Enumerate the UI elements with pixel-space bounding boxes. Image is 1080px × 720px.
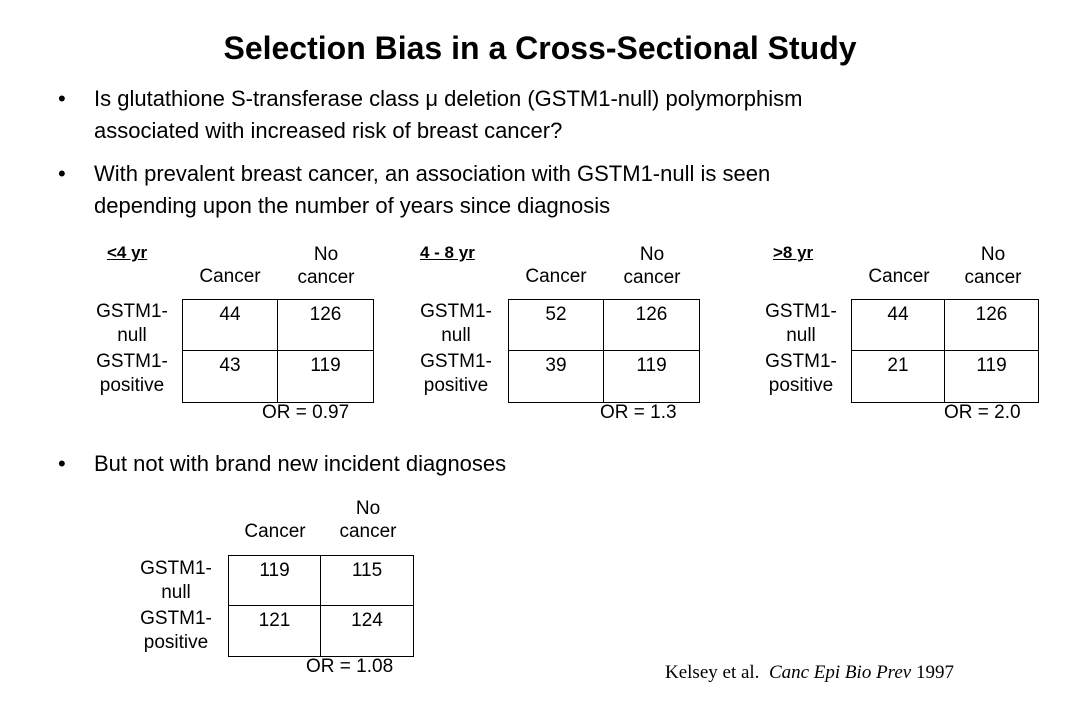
row-header-positive: GSTM1- positive xyxy=(96,351,168,396)
period-label: <4 yr xyxy=(107,243,148,262)
row-header-positive: GSTM1- positive xyxy=(420,351,492,396)
row-header-null: GSTM1- null xyxy=(96,301,168,346)
contingency-grid: 44 126 43 119 xyxy=(182,299,374,403)
citation: Kelsey et al. Canc Epi Bio Prev 1997 xyxy=(665,662,954,684)
row-header-null: GSTM1- null xyxy=(140,558,212,603)
contingency-grid: 52 126 39 119 xyxy=(508,299,700,403)
contingency-grid: 119 115 121 124 xyxy=(228,555,414,657)
cell-null-cancer: 52 xyxy=(509,300,604,351)
bullet-3-line-1: But not with brand new incident diagnose… xyxy=(94,451,507,476)
row-header-positive: GSTM1- positive xyxy=(765,351,837,396)
odds-ratio: OR = 0.97 xyxy=(262,402,350,423)
citation-journal: Canc Epi Bio Prev xyxy=(768,662,912,683)
period-label: 4 - 8 yr xyxy=(420,243,475,262)
cell-positive-cancer: 43 xyxy=(183,351,278,402)
bullet-1-line-1: Is glutathione S-transferase class μ del… xyxy=(94,86,803,111)
cell-positive-cancer: 39 xyxy=(509,351,604,402)
cell-null-no-cancer: 126 xyxy=(604,300,699,351)
cell-positive-no-cancer: 124 xyxy=(351,610,383,631)
col-header-no-cancer: No cancer xyxy=(297,244,355,288)
bullet-2-line-2: depending upon the number of years since… xyxy=(94,193,611,218)
cell-null-cancer: 44 xyxy=(852,300,945,351)
col-header-no-cancer: No cancer xyxy=(339,498,397,542)
citation-year: 1997 xyxy=(915,662,954,683)
col-header-cancer: Cancer xyxy=(525,266,587,287)
period-label: >8 yr xyxy=(773,243,814,262)
cell-positive-cancer: 121 xyxy=(229,606,321,656)
cell-null-cancer: 44 xyxy=(183,300,278,351)
col-header-cancer: Cancer xyxy=(244,521,306,542)
row-header-null: GSTM1- null xyxy=(420,301,492,346)
cell-positive-no-cancer: 119 xyxy=(976,355,1007,376)
cell-positive-no-cancer: 119 xyxy=(310,355,341,376)
row-header-null: GSTM1- null xyxy=(765,301,837,346)
row-header-positive: GSTM1- positive xyxy=(140,608,212,653)
cell-null-no-cancer: 115 xyxy=(321,556,413,606)
cell-null-no-cancer: 126 xyxy=(945,300,1038,351)
slide-title: Selection Bias in a Cross-Sectional Stud… xyxy=(223,30,857,66)
odds-ratio: OR = 1.08 xyxy=(306,656,394,677)
cell-positive-cancer: 21 xyxy=(852,351,945,402)
citation-authors: Kelsey et al. xyxy=(665,662,760,683)
bullet-dot: • xyxy=(58,86,66,111)
contingency-grid: 44 126 21 119 xyxy=(851,299,1039,403)
bullet-1-line-2: associated with increased risk of breast… xyxy=(94,118,563,143)
bullet-dot: • xyxy=(58,161,66,186)
bullet-dot: • xyxy=(58,451,66,476)
col-header-cancer: Cancer xyxy=(199,266,261,287)
odds-ratio: OR = 1.3 xyxy=(600,402,677,423)
col-header-cancer: Cancer xyxy=(868,266,930,287)
cell-null-cancer: 119 xyxy=(229,556,321,606)
bullet-2-line-1: With prevalent breast cancer, an associa… xyxy=(94,161,771,186)
cell-positive-no-cancer: 119 xyxy=(636,355,667,376)
cell-null-no-cancer: 126 xyxy=(278,300,373,351)
odds-ratio: OR = 2.0 xyxy=(944,402,1021,423)
col-header-no-cancer: No cancer xyxy=(964,244,1022,288)
col-header-no-cancer: No cancer xyxy=(623,244,681,288)
